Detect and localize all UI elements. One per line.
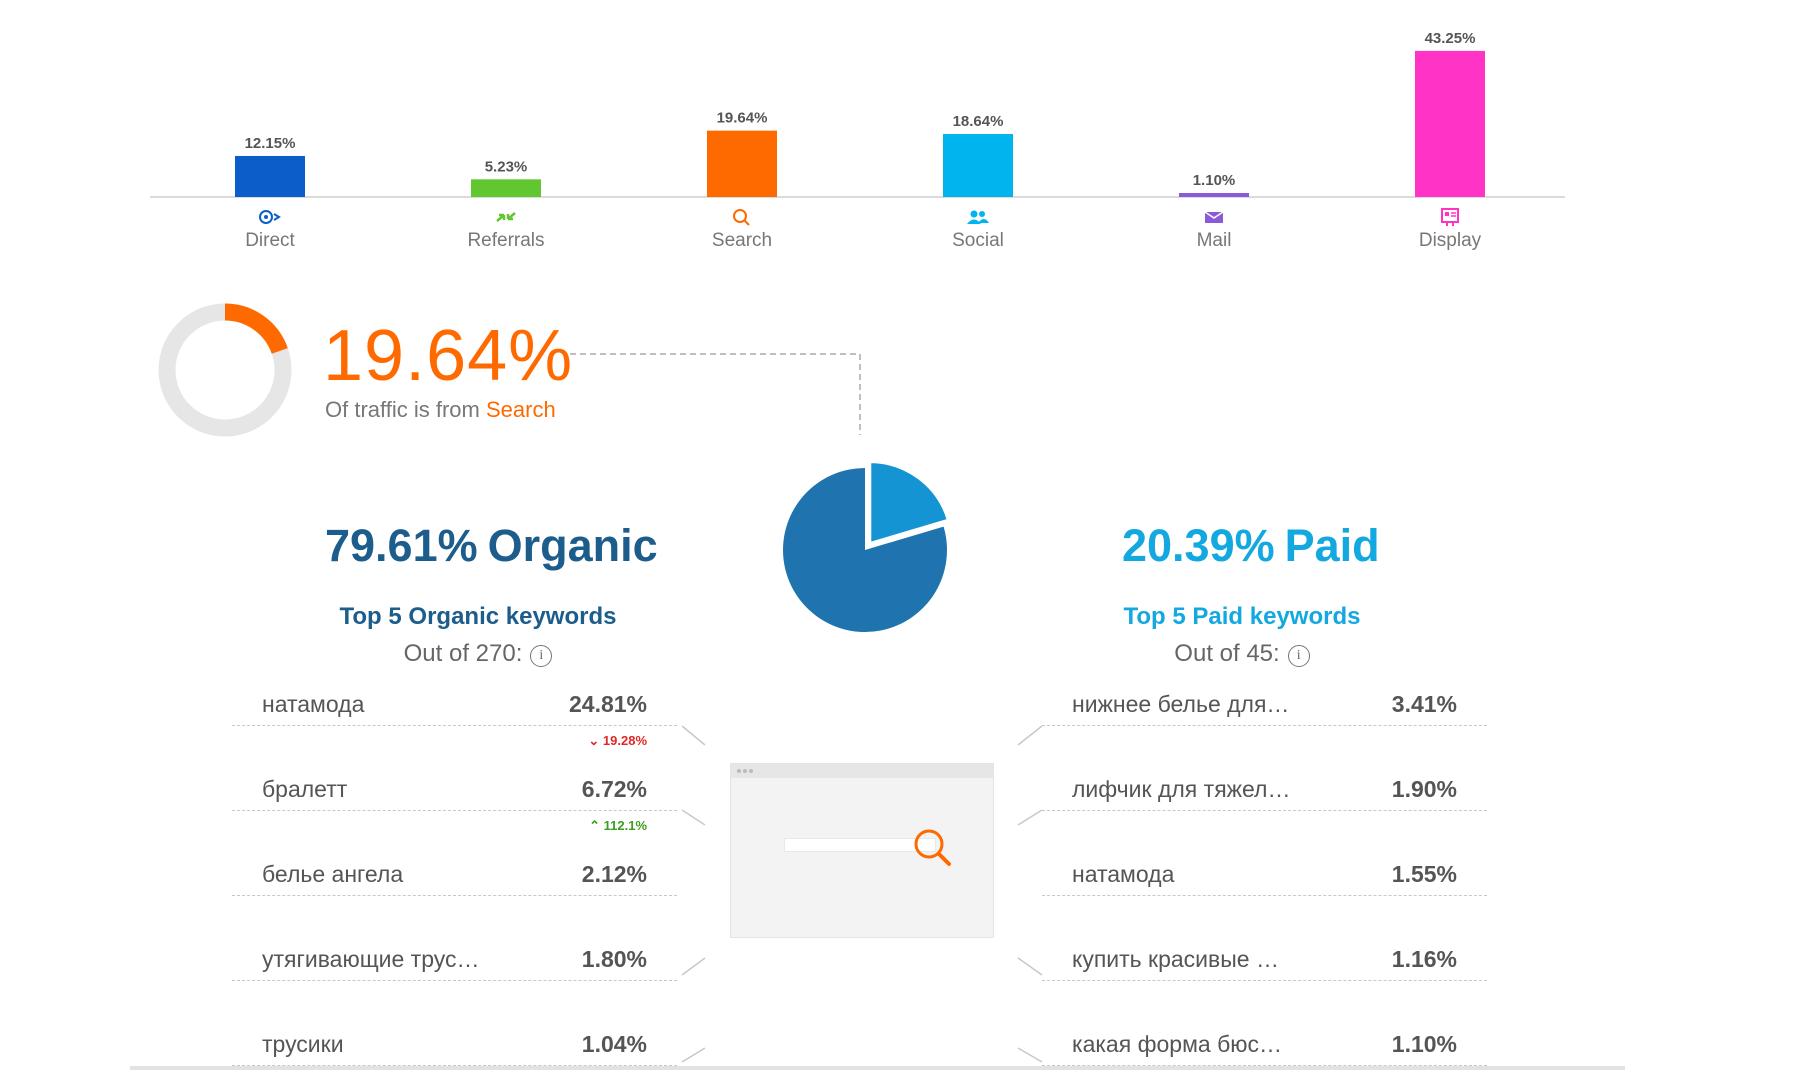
keyword-row[interactable]: бралетт 6.72% ⌃ 112.1% xyxy=(232,770,677,833)
bar-search[interactable] xyxy=(707,130,777,197)
keyword-share: 1.90% xyxy=(1391,776,1457,802)
organic-share-title: 79.61% Organic xyxy=(325,520,658,572)
keyword-row[interactable]: купить красивые … 1.16% xyxy=(1042,940,1487,981)
keyword-share: 1.80% xyxy=(581,946,647,972)
keyword-share: 3.41% xyxy=(1391,691,1457,717)
organic-keywords-heading: Top 5 Organic keywords xyxy=(339,603,617,630)
search-share-value: 19.64% xyxy=(323,316,574,396)
channel-label: Mail xyxy=(1196,230,1232,251)
bar-social[interactable] xyxy=(943,134,1013,197)
keyword-change: ⌃ 112.1% xyxy=(589,818,647,834)
paid-keywords-count: Out of 45: i xyxy=(1042,640,1442,668)
channel-label: Direct xyxy=(245,230,295,251)
bar-value-label: 5.23% xyxy=(485,158,528,175)
channel-label: Social xyxy=(952,230,1004,251)
keyword-name: какая форма бюс… xyxy=(1072,1031,1282,1057)
keyword-name: нижнее белье для… xyxy=(1072,691,1290,717)
bar-display[interactable] xyxy=(1415,50,1485,198)
channel-label: Display xyxy=(1418,230,1482,251)
window-dots-icon xyxy=(737,769,753,773)
keyword-change: ⌄ 19.28% xyxy=(588,733,647,749)
browser-title-bar xyxy=(731,764,993,778)
keyword-share: 1.16% xyxy=(1391,946,1457,972)
keyword-row[interactable]: натамода 24.81% ⌄ 19.28% xyxy=(232,685,677,748)
paid-share-title: 20.39% Paid xyxy=(1122,520,1380,572)
bottom-divider xyxy=(130,1066,1625,1070)
keyword-share: 24.81% xyxy=(568,691,647,717)
bar-mail[interactable] xyxy=(1179,193,1249,197)
paid-share-label: Paid xyxy=(1284,520,1380,571)
bar-direct[interactable] xyxy=(235,155,305,197)
keyword-change-value: 112.1% xyxy=(603,818,647,833)
keyword-share: 1.55% xyxy=(1391,861,1457,887)
search-icon xyxy=(727,207,757,229)
bar-value-label: 19.64% xyxy=(717,110,768,127)
keyword-row[interactable]: белье ангела 2.12% xyxy=(232,855,677,896)
bar-referrals[interactable] xyxy=(471,179,541,197)
keyword-row[interactable]: лифчик для тяжел… 1.90% xyxy=(1042,770,1487,811)
social-icon xyxy=(963,207,993,229)
keyword-row[interactable]: трусики 1.04% xyxy=(232,1025,677,1066)
keyword-name: натамода xyxy=(1072,861,1175,887)
search-share-caption-text: Of traffic is from xyxy=(325,397,480,422)
organic-keywords-count: Out of 270: i xyxy=(278,640,678,668)
paid-out-of-label: Out of 45: xyxy=(1174,640,1280,667)
keyword-row[interactable]: какая форма бюс… 1.10% xyxy=(1042,1025,1487,1066)
search-share-donut xyxy=(158,303,292,437)
channel-label: Referrals xyxy=(467,230,545,251)
keyword-change-value: 19.28% xyxy=(602,733,647,748)
keyword-share: 6.72% xyxy=(581,776,647,802)
bar-value-label: 12.15% xyxy=(245,135,296,152)
organic-out-of-label: Out of 270: xyxy=(403,640,523,667)
search-share-caption-highlight: Search xyxy=(485,397,556,422)
organic-share-value: 79.61% xyxy=(325,520,478,571)
keyword-row[interactable]: нижнее белье для… 3.41% xyxy=(1042,685,1487,726)
keyword-name: утягивающие трус… xyxy=(262,946,480,972)
keyword-row[interactable]: натамода 1.55% xyxy=(1042,855,1487,896)
traffic-channels-chart: 12.15% 5.23% 19.64% 18.64% 1.10% 43.25% xyxy=(150,30,1565,198)
referrals-icon xyxy=(491,207,521,229)
organic-share-label: Organic xyxy=(487,520,658,571)
pie-slice-organic xyxy=(783,468,947,632)
paid-keywords-heading: Top 5 Paid keywords xyxy=(1123,603,1361,630)
keyword-name: белье ангела xyxy=(262,861,404,887)
arrow-up-icon: ⌃ xyxy=(589,818,604,833)
info-icon[interactable]: i xyxy=(1287,645,1310,667)
search-browser-illustration xyxy=(730,763,994,938)
channel-label: Search xyxy=(711,230,773,251)
organic-paid-pie xyxy=(783,460,951,632)
pie-slice-paid xyxy=(868,460,951,546)
keyword-name: трусики xyxy=(262,1031,344,1057)
bar-value-label: 1.10% xyxy=(1193,172,1236,189)
bar-value-label: 43.25% xyxy=(1425,30,1476,47)
keyword-name: бралетт xyxy=(262,776,348,802)
keyword-share: 2.12% xyxy=(581,861,647,887)
arrow-down-icon: ⌄ xyxy=(588,733,603,748)
info-icon[interactable]: i xyxy=(530,645,553,667)
mail-icon xyxy=(1199,207,1229,229)
search-share-caption: Of traffic is from Search xyxy=(325,397,556,423)
keyword-name: натамода xyxy=(262,691,365,717)
browser-search-field xyxy=(784,838,936,852)
keyword-share: 1.10% xyxy=(1391,1031,1457,1057)
keyword-name: купить красивые … xyxy=(1072,946,1279,972)
keyword-row[interactable]: утягивающие трус… 1.80% xyxy=(232,940,677,981)
keyword-share: 1.04% xyxy=(581,1031,647,1057)
display-icon xyxy=(1435,207,1465,229)
magnifier-icon xyxy=(914,829,951,866)
paid-share-value: 20.39% xyxy=(1122,520,1275,571)
bar-value-label: 18.64% xyxy=(953,113,1004,130)
direct-icon xyxy=(255,207,285,229)
keyword-name: лифчик для тяжел… xyxy=(1072,776,1291,802)
